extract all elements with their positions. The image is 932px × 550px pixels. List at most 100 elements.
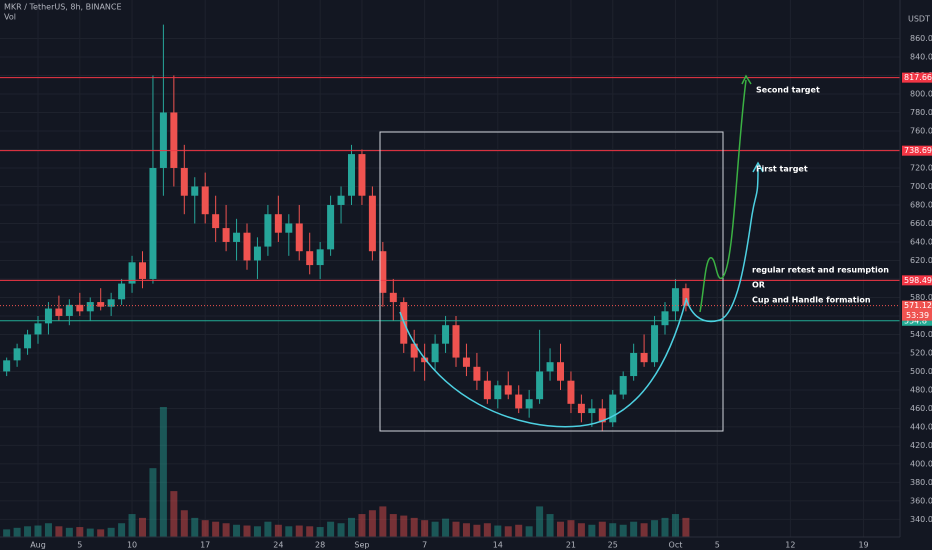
y-tick-label: 540.00 <box>910 330 932 339</box>
volume-bar <box>97 529 105 537</box>
level-tag <box>902 315 932 326</box>
volume-bar <box>515 524 523 537</box>
volume-bar <box>661 517 669 537</box>
volume-bar <box>34 525 42 537</box>
y-tick-label: 480.00 <box>910 385 932 394</box>
volume-bar <box>191 517 199 537</box>
y-tick-label: 780.00 <box>910 108 932 117</box>
x-tick-label: Oct <box>669 541 683 550</box>
volume-bar <box>233 524 241 537</box>
volume-label: Vol <box>4 13 16 22</box>
volume-bar <box>567 520 575 537</box>
volume-bar <box>139 517 146 537</box>
volume-bar <box>389 514 397 537</box>
candle-body <box>306 251 314 266</box>
y-tick-label: 460.00 <box>910 404 932 413</box>
candle-body <box>76 304 84 312</box>
volume-bar <box>107 527 115 537</box>
volume-bar <box>243 525 251 537</box>
volume-bar <box>149 468 157 537</box>
volume-bar <box>494 525 502 537</box>
levels <box>0 77 900 322</box>
x-tick-label: 19 <box>858 541 868 550</box>
candle-body <box>24 334 32 349</box>
volume-bar <box>24 526 32 537</box>
volume-bar <box>3 529 11 537</box>
candle-body <box>567 380 575 404</box>
level-label: 554.8 <box>904 316 927 325</box>
level-label: 817.66 <box>904 73 932 82</box>
arrow-head <box>752 161 764 173</box>
candle-body <box>337 195 345 205</box>
volume-bar <box>462 523 470 537</box>
candle-body <box>557 362 564 381</box>
x-tick-label: 25 <box>608 541 618 550</box>
price-tag <box>902 300 932 321</box>
y-tick-label: 500.00 <box>910 367 932 376</box>
candle-body <box>253 246 261 261</box>
y-tick-label: 680.00 <box>910 200 932 209</box>
y-tick-label: 720.00 <box>910 163 932 172</box>
volume-bar <box>671 514 679 537</box>
volume-bar <box>274 524 282 537</box>
volume-bar <box>483 523 491 537</box>
candle-body <box>515 394 523 409</box>
volume-bar <box>253 526 261 537</box>
volume-bar <box>609 523 617 537</box>
candle-body <box>316 249 324 266</box>
candle-body <box>201 186 209 215</box>
candle-body <box>107 299 115 307</box>
y-tick-label: 440.00 <box>910 422 932 431</box>
volume-bar <box>170 491 178 537</box>
candle-body <box>473 366 481 381</box>
y-tick-label: 760.00 <box>910 126 932 135</box>
volume-bar <box>525 526 533 537</box>
volume-bar <box>630 521 638 537</box>
y-tick-label: 520.00 <box>910 348 932 357</box>
candle-body <box>149 167 157 279</box>
volume-bar <box>452 521 460 537</box>
x-tick-label: 14 <box>493 541 503 550</box>
volume-bar <box>306 526 314 537</box>
volume-bar <box>159 407 167 537</box>
candle-body <box>97 302 105 307</box>
last-price-label: 571.12 <box>904 301 932 310</box>
candle-body <box>159 112 167 168</box>
candle-body <box>483 380 491 400</box>
volume-bar <box>651 520 659 537</box>
y-tick-label: 340.00 <box>910 515 932 524</box>
candle-body <box>462 357 470 367</box>
candle-body <box>44 308 52 324</box>
candle-body <box>243 232 251 261</box>
annotation: First target <box>756 165 808 174</box>
volume-bar <box>55 526 63 537</box>
candle-body <box>546 362 554 372</box>
candle-body <box>379 251 387 293</box>
volume <box>3 407 690 537</box>
volume-bar <box>327 521 335 537</box>
volume-bar <box>316 527 324 537</box>
y-tick-label: 800.00 <box>910 89 932 98</box>
volume-bar <box>65 527 73 537</box>
candle-body <box>180 167 188 196</box>
candle-body <box>55 308 63 316</box>
candle-body <box>222 228 230 242</box>
volume-bar <box>588 524 596 537</box>
volume-bar <box>368 510 376 537</box>
candle-body <box>494 385 502 400</box>
annotation: Second target <box>756 86 820 95</box>
candle-body <box>34 323 42 335</box>
candle-body <box>233 232 241 242</box>
x-tick-label: Sep <box>354 541 369 550</box>
annotation: OR <box>752 281 765 290</box>
candle-body <box>295 223 303 252</box>
y-tick-label: 620.00 <box>910 256 932 265</box>
candle-body <box>431 343 439 363</box>
annotation: Cup and Handle formation <box>752 296 871 305</box>
level-tag <box>902 275 932 286</box>
candle-body <box>598 408 606 423</box>
level-tag <box>902 72 932 83</box>
candle-body <box>170 112 178 168</box>
y-tick-label: 580.00 <box>910 293 932 302</box>
volume-bar <box>682 517 690 537</box>
